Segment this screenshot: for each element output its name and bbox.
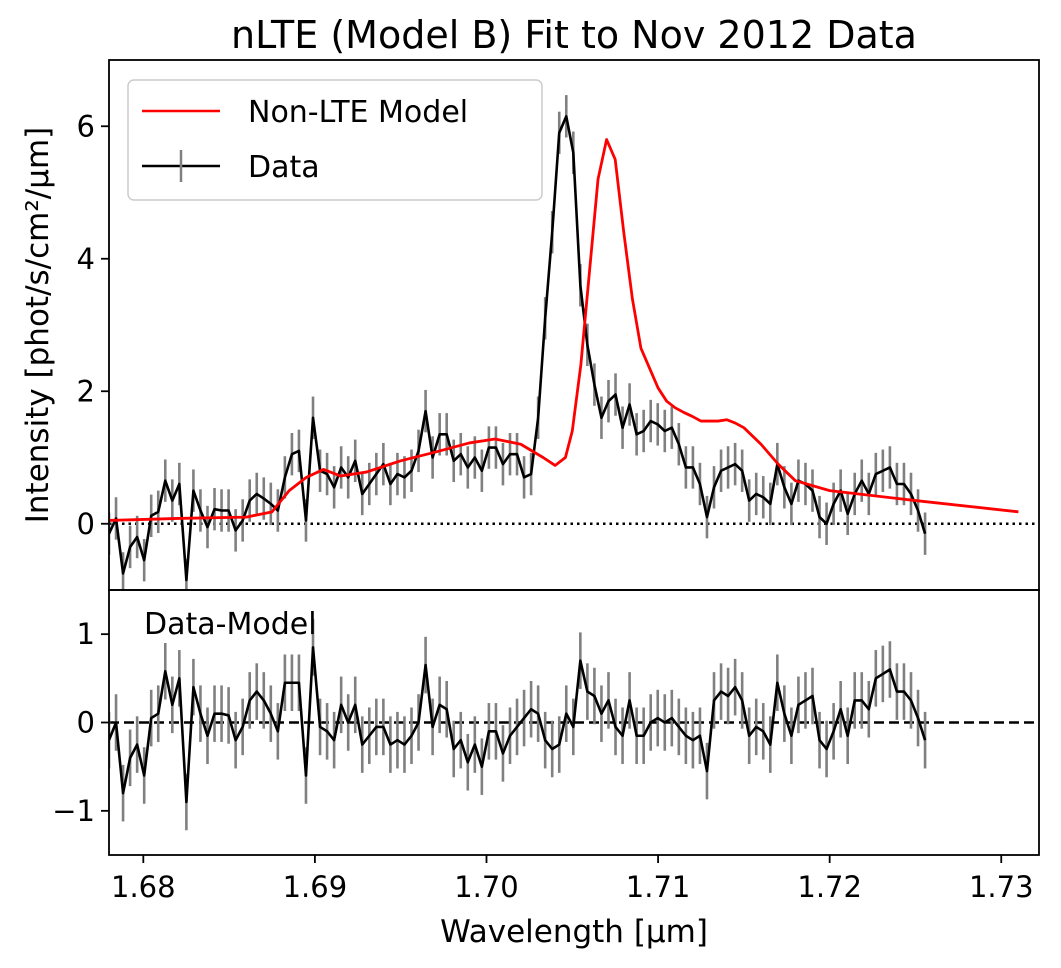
x-axis-ticks: 1.68 1.69 1.70 1.71 1.72 1.73	[111, 855, 1034, 904]
model-series	[109, 138, 1019, 522]
x-tick-label: 1.71	[626, 870, 691, 904]
x-tick-label: 1.70	[454, 870, 519, 904]
legend: Non-LTE Model Data	[127, 79, 543, 201]
x-tick-label: 1.72	[797, 870, 862, 904]
top-y-tick-label: 0	[77, 507, 95, 541]
residual-panel-label: Data-Model	[144, 607, 317, 642]
bottom-y-axis-ticks: −1 0 1	[52, 617, 109, 828]
x-axis-label: Wavelength [μm]	[440, 914, 708, 950]
chart-title: nLTE (Model B) Fit to Nov 2012 Data	[231, 13, 917, 57]
x-tick-label: 1.68	[111, 870, 176, 904]
data-point-line	[109, 115, 927, 582]
y-axis-label: Intensity [phot/s/cm²/μm]	[20, 127, 56, 524]
top-y-tick-label: 2	[77, 374, 95, 408]
top-y-tick-label: 4	[77, 242, 95, 276]
x-tick-label: 1.73	[969, 870, 1034, 904]
residual-point-line	[109, 646, 927, 804]
top-y-axis-ticks: 0 2 4 6	[77, 109, 109, 541]
bottom-y-tick-label: 0	[77, 706, 95, 740]
legend-model-label: Non-LTE Model	[248, 95, 468, 130]
bottom-y-tick-label: −1	[52, 794, 95, 828]
residual-series	[109, 646, 927, 804]
legend-data-label: Data	[248, 150, 320, 185]
top-y-tick-label: 6	[77, 109, 95, 143]
bottom-y-tick-label: 1	[77, 617, 95, 651]
bottom-panel: −1 0 1 1.68 1.69 1.70 1.71 1.72 1.73 Data-Model	[52, 589, 1040, 904]
legend-box	[127, 79, 543, 201]
model-line	[109, 138, 1019, 522]
data-series	[109, 115, 927, 582]
x-tick-label: 1.69	[283, 870, 348, 904]
